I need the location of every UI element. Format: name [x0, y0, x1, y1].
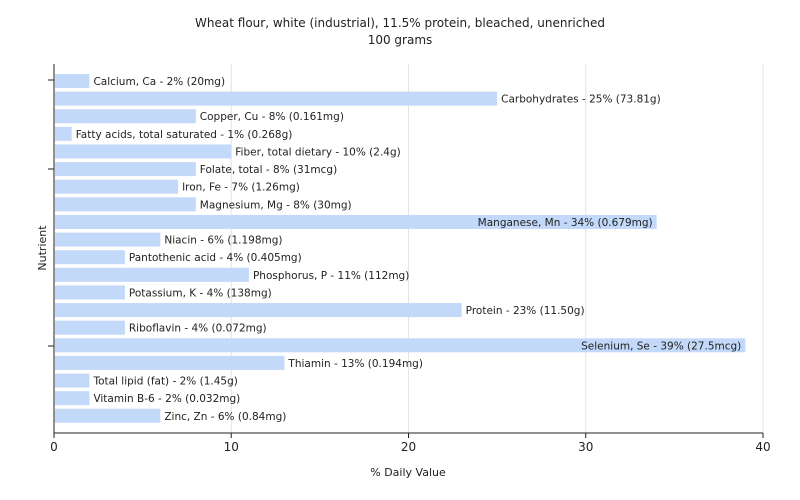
- bar-label: Riboflavin - 4% (0.072mg): [129, 323, 267, 335]
- x-tick-label: 20: [401, 440, 416, 454]
- chart-subtitle: 100 grams: [368, 33, 433, 47]
- bar-label: Total lipid (fat) - 2% (1.45g): [92, 376, 237, 388]
- bar: [55, 408, 161, 423]
- bar-label: Protein - 23% (11.50g): [466, 305, 585, 317]
- bar-label: Selenium, Se - 39% (27.5mcg): [581, 340, 741, 352]
- bar: [55, 338, 746, 353]
- bar: [55, 162, 196, 177]
- x-tick-label: 30: [578, 440, 593, 454]
- bar: [55, 144, 232, 159]
- bar-label: Thiamin - 13% (0.194mg): [287, 358, 423, 370]
- bar-label: Iron, Fe - 7% (1.26mg): [182, 182, 300, 194]
- bar-label: Fatty acids, total saturated - 1% (0.268…: [76, 129, 293, 141]
- x-tick-label: 40: [755, 440, 770, 454]
- bar-label: Fiber, total dietary - 10% (2.4g): [235, 146, 400, 158]
- bar: [55, 373, 90, 388]
- bar: [55, 355, 285, 370]
- bar: [55, 285, 125, 300]
- bar-label: Copper, Cu - 8% (0.161mg): [200, 111, 344, 123]
- bar: [55, 320, 125, 335]
- bar: [55, 232, 161, 247]
- x-axis-ticks: 0 10 20 30 40: [50, 433, 771, 454]
- bar: [55, 197, 196, 212]
- bar-label: Folate, total - 8% (31mcg): [200, 164, 337, 176]
- bar: [55, 179, 179, 194]
- bar-label: Zinc, Zn - 6% (0.84mg): [164, 411, 286, 423]
- bar: [55, 391, 90, 406]
- bar-label: Phosphorus, P - 11% (112mg): [253, 270, 409, 282]
- bar: [55, 214, 657, 229]
- x-axis-label: % Daily Value: [370, 466, 446, 479]
- bar-label: Potassium, K - 4% (138mg): [129, 287, 272, 299]
- bar-label: Manganese, Mn - 34% (0.679mg): [478, 217, 653, 229]
- x-tick-label: 10: [224, 440, 239, 454]
- gridlines: [230, 64, 764, 433]
- bar-label: Magnesium, Mg - 8% (30mg): [200, 199, 352, 211]
- bar-label: Carbohydrates - 25% (73.81g): [501, 94, 661, 106]
- bar: [55, 126, 72, 141]
- bars: Calcium, Ca - 2% (20mg) Carbohydrates - 2…: [55, 74, 746, 423]
- chart-title: Wheat flour, white (industrial), 11.5% p…: [195, 16, 605, 30]
- bar-label: Vitamin B-6 - 2% (0.032mg): [93, 393, 240, 405]
- bar: [55, 74, 90, 88]
- y-axis-label: Nutrient: [36, 225, 49, 271]
- bar: [55, 303, 462, 318]
- bar: [55, 91, 498, 106]
- bar: [55, 267, 249, 282]
- bar-label: Pantothenic acid - 4% (0.405mg): [129, 252, 302, 264]
- bar: [55, 109, 196, 124]
- bar-label: Niacin - 6% (1.198mg): [164, 235, 282, 247]
- x-tick-label: 0: [50, 440, 58, 454]
- bar-label: Calcium, Ca - 2% (20mg): [93, 76, 225, 88]
- bar: [55, 250, 125, 265]
